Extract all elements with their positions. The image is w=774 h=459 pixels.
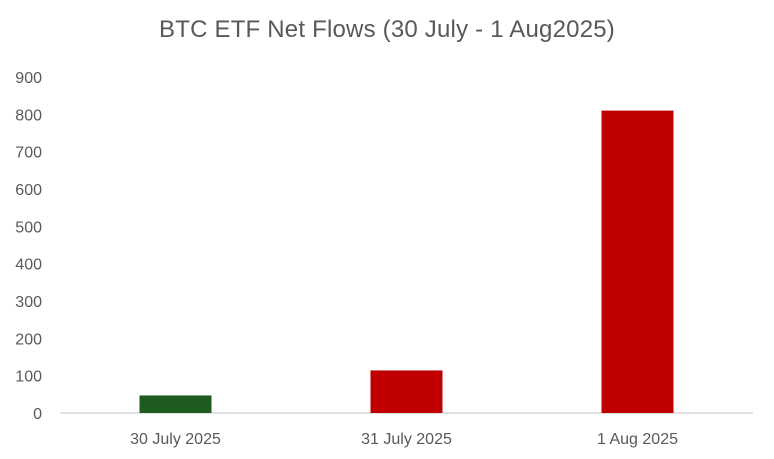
y-tick-label: 600 (15, 182, 42, 199)
x-axis-ticks: 30 July 2025 31 July 2025 1 Aug 2025 (130, 431, 678, 448)
x-tick-label: 31 July 2025 (361, 431, 452, 448)
x-tick-label: 1 Aug 2025 (597, 431, 678, 448)
y-tick-label: 900 (15, 70, 42, 87)
x-tick-label: 30 July 2025 (130, 431, 221, 448)
y-tick-label: 400 (15, 257, 42, 274)
y-tick-label: 300 (15, 294, 42, 311)
y-tick-label: 700 (15, 145, 42, 162)
y-axis-ticks: 0 100 200 300 400 500 600 700 800 900 (15, 70, 42, 423)
y-tick-label: 500 (15, 219, 42, 236)
y-tick-label: 200 (15, 331, 42, 348)
bar (601, 110, 674, 413)
y-tick-label: 100 (15, 369, 42, 386)
bar (370, 370, 443, 413)
y-tick-label: 800 (15, 107, 42, 124)
chart-title: BTC ETF Net Flows (30 July - 1 Aug2025) (159, 16, 615, 43)
y-tick-label: 0 (33, 406, 42, 423)
bar (139, 395, 212, 413)
bars-group (139, 110, 674, 413)
